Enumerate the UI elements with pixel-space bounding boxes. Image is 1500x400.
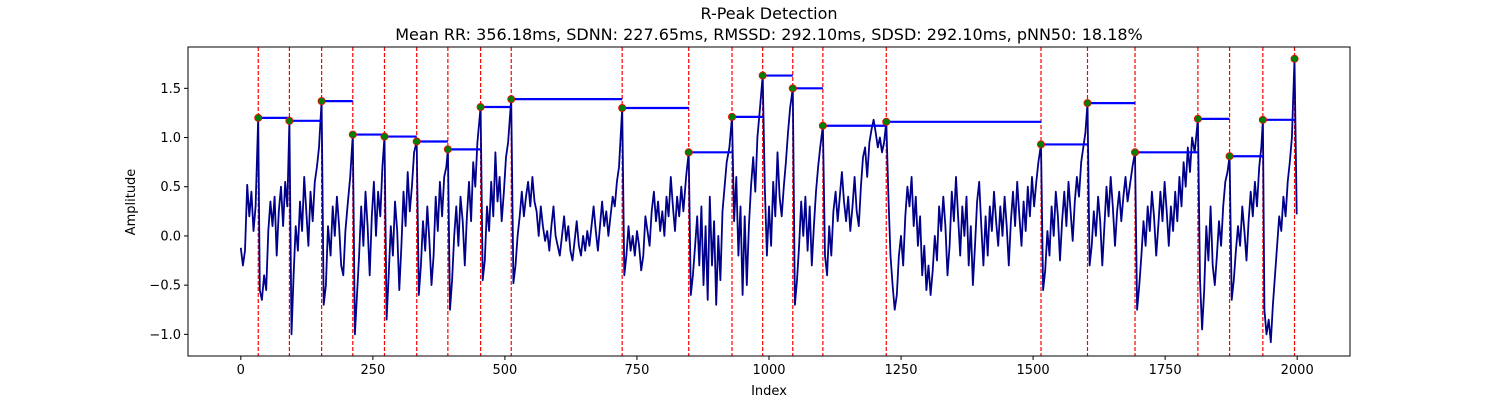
peak-marker-16: [1037, 140, 1046, 149]
peak-marker-21: [1258, 115, 1267, 124]
peak-marker-2: [317, 97, 326, 106]
peak-marker-8: [507, 95, 516, 104]
y-tick-label-1: −0.5: [149, 279, 181, 294]
peak-marker-14: [818, 121, 827, 130]
y-tick-label-0: −1.0: [149, 328, 181, 343]
peak-marker-1: [285, 116, 294, 125]
peak-markers: [254, 54, 1299, 161]
y-axis-ticks: −1.0 −0.5 0.0 0.5 1.0 1.5: [149, 82, 188, 343]
y-tick-label-2: 0.0: [160, 229, 181, 244]
y-tick-label-4: 1.0: [160, 131, 181, 146]
peak-marker-22: [1290, 54, 1299, 63]
peak-marker-19: [1193, 114, 1202, 123]
x-tick-label-0: 0: [237, 363, 245, 378]
peak-marker-5: [412, 137, 421, 146]
x-tick-label-6: 1500: [1017, 363, 1050, 378]
peak-marker-15: [882, 117, 891, 126]
x-axis-label: Index: [751, 384, 787, 399]
y-tick-label-5: 1.5: [160, 82, 181, 97]
peak-marker-20: [1225, 152, 1234, 161]
y-tick-label-3: 0.5: [160, 180, 181, 195]
peak-marker-13: [788, 84, 797, 93]
rr-interval-lines: [258, 74, 1295, 158]
x-axis-ticks: 0 250 500 750 1000 1250 1500 1750 2000: [237, 356, 1314, 378]
signal-line: [239, 57, 1298, 344]
chart-title: R-Peak Detection: [700, 4, 837, 23]
peak-marker-18: [1131, 148, 1140, 157]
signal-layer: [239, 57, 1298, 344]
x-tick-label-7: 1750: [1149, 363, 1182, 378]
peak-marker-17: [1083, 99, 1092, 108]
x-tick-label-4: 1000: [752, 363, 785, 378]
peak-marker-10: [684, 148, 693, 157]
peak-marker-0: [254, 113, 263, 122]
peak-marker-4: [380, 132, 389, 141]
chart-subtitle: Mean RR: 356.18ms, SDNN: 227.65ms, RMSSD…: [395, 25, 1143, 44]
peak-marker-3: [348, 130, 357, 139]
peak-marker-9: [618, 104, 627, 113]
peak-marker-11: [728, 112, 737, 121]
x-tick-label-2: 500: [492, 363, 517, 378]
x-tick-label-3: 750: [625, 363, 650, 378]
x-tick-label-1: 250: [360, 363, 385, 378]
x-tick-label-8: 2000: [1281, 363, 1314, 378]
y-axis-label: Amplitude: [124, 169, 139, 236]
peak-marker-7: [476, 103, 485, 112]
peak-marker-12: [758, 71, 767, 80]
peak-marker-6: [443, 145, 452, 154]
x-tick-label-5: 1250: [884, 363, 917, 378]
